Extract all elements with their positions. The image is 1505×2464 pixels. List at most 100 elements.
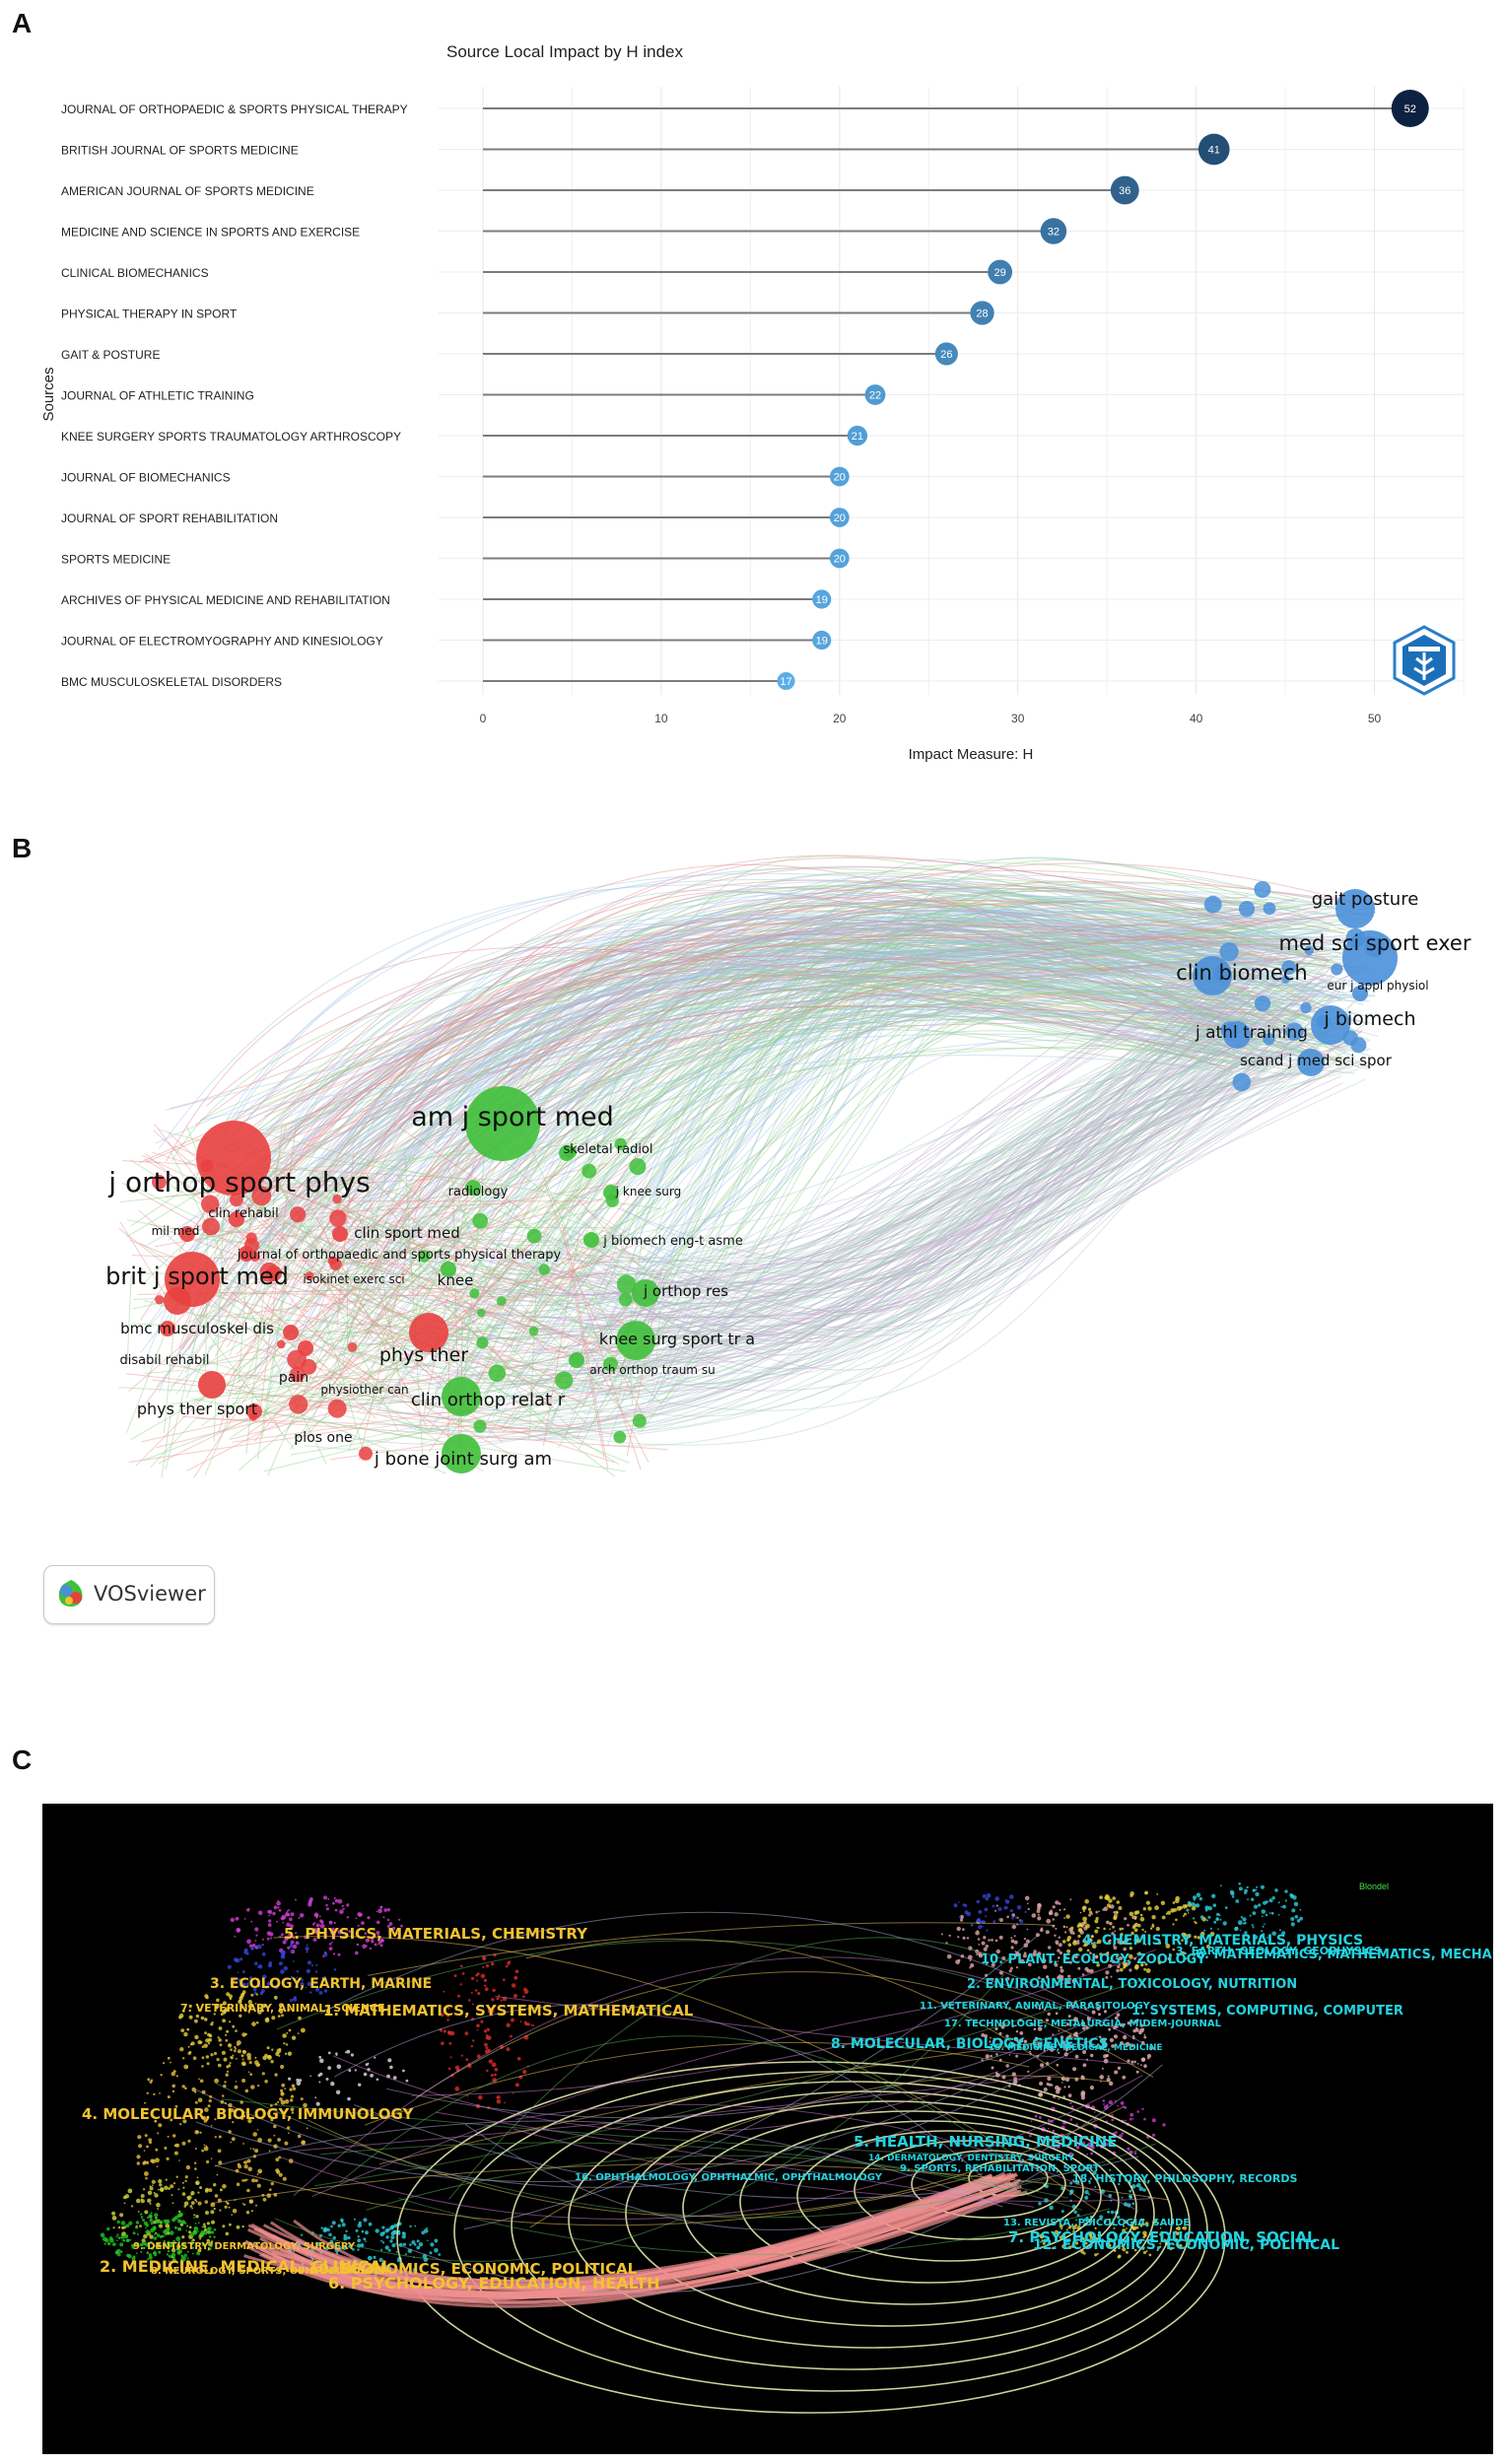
network-edge	[498, 981, 1362, 1394]
map-point	[347, 2096, 351, 2101]
map-point	[1133, 2248, 1137, 2252]
map-point	[218, 2160, 223, 2165]
network-edge	[624, 858, 1355, 1302]
map-point	[128, 2221, 133, 2225]
map-point	[414, 2224, 417, 2227]
network-edge	[242, 970, 1245, 1391]
network-edge	[614, 978, 1258, 1286]
map-point	[1265, 1900, 1268, 1904]
map-point	[485, 1963, 490, 1968]
map-point	[229, 2020, 232, 2023]
map-point	[1117, 2255, 1121, 2259]
map-point	[1145, 1900, 1150, 1905]
network-node-label: radiology	[448, 1185, 509, 1199]
network-edge	[130, 1205, 537, 1441]
map-point	[1198, 1896, 1203, 1901]
map-point	[290, 1941, 293, 1944]
map-point	[1070, 2244, 1075, 2248]
map-point	[1063, 1917, 1065, 1920]
network-edge	[174, 1005, 1311, 1298]
network-node-label: clin sport med	[354, 1224, 460, 1242]
network-edge	[496, 1154, 658, 1280]
network-node-label: disabil rehabil	[120, 1353, 210, 1368]
map-point	[249, 2073, 253, 2076]
map-point	[1108, 2027, 1112, 2031]
map-point	[1151, 2133, 1156, 2137]
map-point	[140, 2216, 144, 2219]
map-point	[111, 2211, 116, 2216]
network-edge	[647, 927, 1331, 1239]
map-point	[187, 2139, 191, 2143]
map-point	[482, 1965, 485, 1969]
map-point	[1004, 1899, 1007, 1902]
map-point	[245, 2211, 250, 2215]
map-point	[234, 1935, 237, 1938]
map-point	[303, 2102, 308, 2108]
map-point	[132, 2231, 136, 2235]
map-point	[300, 2097, 304, 2101]
network-node-label: clin biomech	[1176, 961, 1307, 985]
map-point	[1119, 1967, 1124, 1972]
map-point	[1136, 2231, 1140, 2235]
map-point	[1059, 1951, 1063, 1955]
network-edge	[603, 1070, 1261, 1335]
map-point	[1277, 1901, 1280, 1904]
map-point	[201, 2045, 205, 2048]
map-point	[267, 1909, 273, 1915]
citation-arc	[221, 2098, 1009, 2157]
map-point	[1093, 2118, 1096, 2121]
map-point	[1060, 2035, 1064, 2039]
map-point	[181, 2235, 185, 2239]
map-point	[359, 1914, 362, 1917]
map-point	[1045, 1930, 1050, 1935]
cited-cluster-label: 18. HISTORY, PHILOSOPHY, RECORDS	[1072, 2172, 1297, 2185]
map-point	[1113, 2232, 1118, 2237]
map-point	[248, 1976, 253, 1980]
map-point	[154, 2219, 160, 2224]
network-edge	[628, 920, 1300, 1398]
network-edge	[374, 892, 1277, 1107]
map-point	[1127, 2059, 1130, 2063]
map-point	[188, 2225, 192, 2229]
map-point	[264, 2080, 268, 2084]
network-edge	[400, 949, 1268, 1285]
value-label: 32	[1048, 227, 1060, 239]
network-edge	[308, 908, 1376, 1273]
map-point	[257, 2168, 263, 2174]
map-point	[213, 2051, 218, 2056]
map-point	[1244, 1888, 1248, 1893]
map-point	[172, 2182, 176, 2185]
map-point	[953, 1903, 958, 1908]
map-point	[491, 1998, 495, 2002]
map-point	[1082, 1945, 1085, 1947]
network-edge	[120, 1356, 635, 1438]
map-point	[1185, 1940, 1189, 1944]
map-point	[298, 2016, 302, 2020]
map-point	[1075, 2031, 1078, 2034]
network-edge	[365, 1050, 1287, 1430]
network-edge	[365, 932, 1328, 1120]
network-node-minor	[327, 1399, 347, 1418]
map-point	[132, 2255, 136, 2259]
map-point	[970, 1923, 974, 1927]
map-point	[1093, 2111, 1096, 2113]
map-point	[424, 2228, 429, 2233]
map-point	[375, 2262, 376, 2264]
value-label: 26	[940, 349, 952, 361]
map-point	[1065, 2049, 1068, 2052]
network-edge	[429, 924, 1330, 1412]
map-point	[1014, 1951, 1017, 1952]
map-point	[324, 2246, 329, 2251]
cited-cluster-label: 11. VETERINARY, ANIMAL, PARASITOLOGY	[920, 2001, 1150, 2012]
map-point	[137, 2233, 139, 2235]
map-point	[459, 1983, 462, 1986]
map-point	[186, 2257, 189, 2260]
network-edge	[552, 941, 1337, 1163]
network-node	[266, 1266, 282, 1281]
map-point	[387, 2248, 391, 2252]
map-point	[1005, 2064, 1009, 2068]
map-point	[192, 2252, 194, 2255]
network-edge	[261, 1171, 331, 1233]
map-point	[149, 2215, 153, 2219]
network-edge	[159, 935, 1372, 1393]
